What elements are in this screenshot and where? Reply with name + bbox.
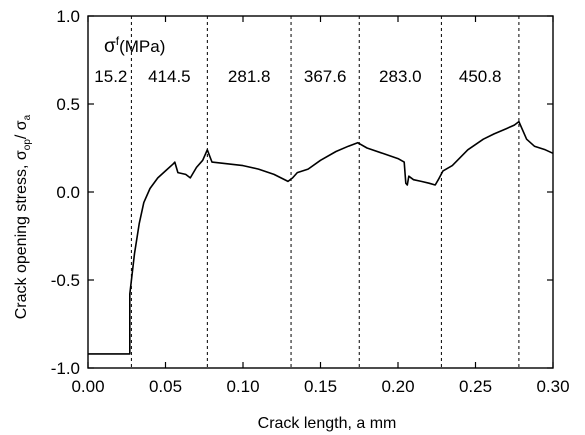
legend-unit: (MPa)	[119, 37, 165, 56]
y-title-den-sub: a	[22, 114, 33, 120]
x-tick-label: 0.20	[381, 377, 414, 396]
series-layer	[88, 120, 554, 355]
x-axis-title: Crack length, a mm	[258, 415, 397, 432]
axis-ticks: 0.00 0.05 0.10 0.15 0.20 0.25 0.30 -1.0 -0.5 0.0 0…	[51, 7, 570, 396]
x-tick-label: 0.00	[71, 377, 104, 396]
y-title-num-sub: op	[22, 139, 33, 151]
y-tick-label: 0.0	[56, 183, 80, 202]
legend-sigma: σ	[104, 36, 116, 57]
series-line	[88, 120, 554, 355]
segment-value-label: 283.0	[379, 67, 422, 86]
segment-value-label: 414.5	[148, 67, 191, 86]
y-axis-title: Crack opening stress, σop/ σa	[13, 114, 33, 319]
x-tick-label: 0.15	[304, 377, 337, 396]
segment-value-label: 281.8	[228, 67, 271, 86]
x-tick-label: 0.05	[149, 377, 182, 396]
y-tick-label: -0.5	[51, 271, 80, 290]
segment-value-label: 15.2	[94, 67, 127, 86]
legend-sup: f	[116, 34, 120, 48]
y-title-sep: / σ	[13, 120, 30, 139]
y-tick-label: 0.5	[56, 95, 80, 114]
y-title-main: Crack opening stress, σ	[13, 150, 30, 319]
x-tick-label: 0.10	[226, 377, 259, 396]
annotation-layer: 15.2 414.5 281.8 367.6 283.0 450.8	[94, 67, 501, 86]
segment-value-label: 367.6	[304, 67, 347, 86]
x-tick-label: 0.30	[536, 377, 569, 396]
y-tick-label: -1.0	[51, 359, 80, 378]
segment-value-label: 450.8	[459, 67, 502, 86]
legend-title: σf(MPa)	[104, 34, 165, 57]
segment-boundary-layer	[130, 16, 520, 368]
y-tick-label: 1.0	[56, 7, 80, 26]
x-tick-label: 0.25	[459, 377, 492, 396]
